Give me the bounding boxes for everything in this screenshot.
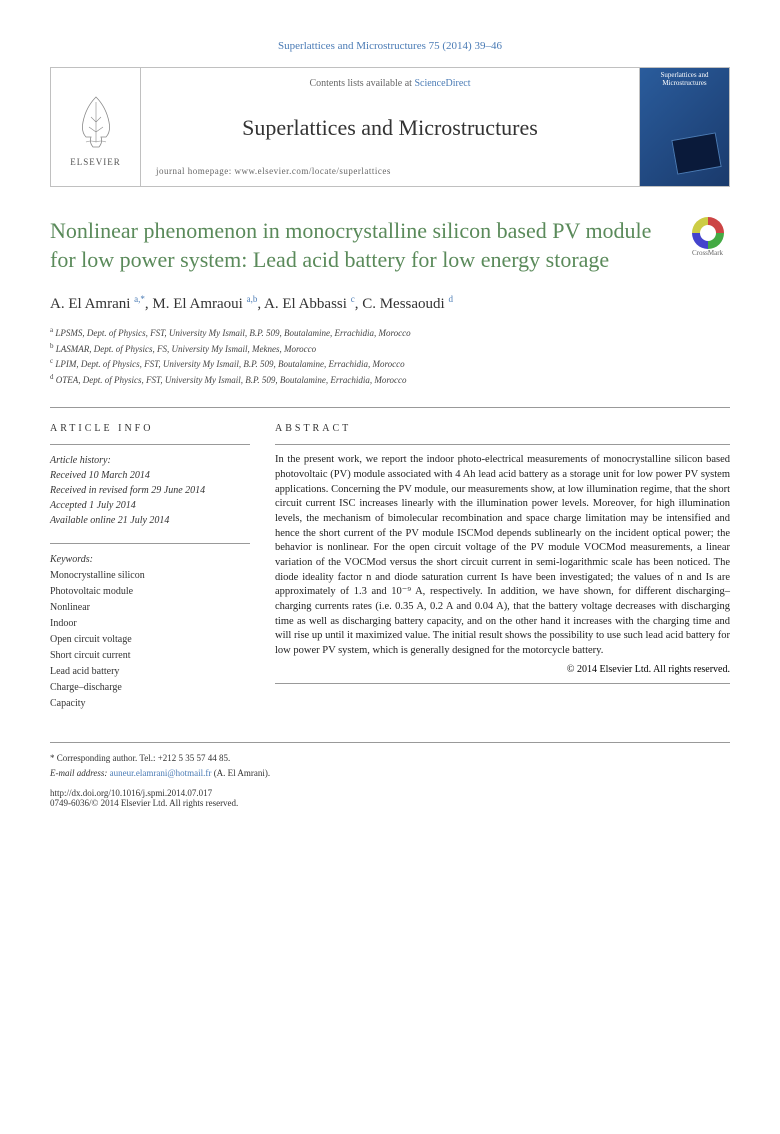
revised-date: Received in revised form 29 June 2014: [50, 483, 250, 498]
keyword: Capacity: [50, 696, 250, 712]
affiliation: b LASMAR, Dept. of Physics, FS, Universi…: [50, 341, 730, 357]
keywords-divider: [50, 543, 250, 544]
section-divider: [50, 407, 730, 408]
sciencedirect-link[interactable]: ScienceDirect: [414, 78, 470, 89]
crossmark-icon: [692, 217, 724, 249]
author: A. El Abbassi c: [264, 296, 355, 312]
elsevier-text: ELSEVIER: [70, 157, 121, 167]
email-line: E-mail address: auneur.elamrani@hotmail.…: [50, 766, 730, 780]
issn-copyright: 0749-6036/© 2014 Elsevier Ltd. All right…: [50, 798, 730, 808]
homepage-url[interactable]: www.elsevier.com/locate/superlattices: [234, 166, 390, 176]
doi-link[interactable]: http://dx.doi.org/10.1016/j.spmi.2014.07…: [50, 788, 212, 798]
elsevier-tree-icon: [66, 87, 126, 157]
keyword: Monocrystalline silicon: [50, 568, 250, 584]
keyword: Lead acid battery: [50, 664, 250, 680]
journal-homepage: journal homepage: www.elsevier.com/locat…: [156, 166, 624, 176]
author: A. El Amrani a,*: [50, 296, 145, 312]
received-date: Received 10 March 2014: [50, 468, 250, 483]
footer: * Corresponding author. Tel.: +212 5 35 …: [50, 751, 730, 780]
contents-available: Contents lists available at ScienceDirec…: [156, 78, 624, 89]
keyword: Indoor: [50, 616, 250, 632]
keyword: Short circuit current: [50, 648, 250, 664]
journal-header: ELSEVIER Contents lists available at Sci…: [50, 67, 730, 187]
keyword: Photovoltaic module: [50, 584, 250, 600]
author: M. El Amraoui a,b: [152, 296, 257, 312]
elsevier-logo[interactable]: ELSEVIER: [51, 68, 141, 186]
author: C. Messaoudi d: [362, 296, 453, 312]
email-link[interactable]: auneur.elamrani@hotmail.fr: [110, 768, 212, 778]
authors-list: A. El Amrani a,*, M. El Amraoui a,b, A. …: [50, 294, 730, 313]
accepted-date: Accepted 1 July 2014: [50, 498, 250, 513]
footer-divider: [50, 742, 730, 743]
abstract-heading: ABSTRACT: [275, 423, 730, 434]
affiliations: a LPSMS, Dept. of Physics, FST, Universi…: [50, 325, 730, 387]
journal-cover: Superlattices and Microstructures: [639, 68, 729, 186]
citation-header: Superlattices and Microstructures 75 (20…: [50, 40, 730, 52]
abstract-divider: [275, 444, 730, 445]
journal-name: Superlattices and Microstructures: [156, 115, 624, 141]
footer-bottom: http://dx.doi.org/10.1016/j.spmi.2014.07…: [50, 788, 730, 808]
abstract-bottom-divider: [275, 683, 730, 684]
keywords-block: Keywords: Monocrystalline silicon Photov…: [50, 552, 250, 712]
keyword: Open circuit voltage: [50, 632, 250, 648]
article-info-heading: ARTICLE INFO: [50, 423, 250, 434]
affiliation: a LPSMS, Dept. of Physics, FST, Universi…: [50, 325, 730, 341]
online-date: Available online 21 July 2014: [50, 513, 250, 528]
crossmark-badge[interactable]: CrossMark: [685, 217, 730, 262]
abstract-copyright: © 2014 Elsevier Ltd. All rights reserved…: [275, 664, 730, 675]
article-title: Nonlinear phenomenon in monocrystalline …: [50, 217, 670, 274]
affiliation: c LPIM, Dept. of Physics, FST, Universit…: [50, 356, 730, 372]
crossmark-label: CrossMark: [692, 249, 723, 257]
keyword: Charge–discharge: [50, 680, 250, 696]
article-history: Article history: Received 10 March 2014 …: [50, 453, 250, 528]
cover-title: Superlattices and Microstructures: [640, 68, 729, 90]
affiliation: d OTEA, Dept. of Physics, FST, Universit…: [50, 372, 730, 388]
journal-info: Contents lists available at ScienceDirec…: [141, 68, 639, 186]
abstract-text: In the present work, we report the indoo…: [275, 453, 730, 659]
info-divider: [50, 444, 250, 445]
cover-thumbnail-icon: [671, 132, 721, 174]
keyword: Nonlinear: [50, 600, 250, 616]
corresponding-author: * Corresponding author. Tel.: +212 5 35 …: [50, 751, 730, 765]
